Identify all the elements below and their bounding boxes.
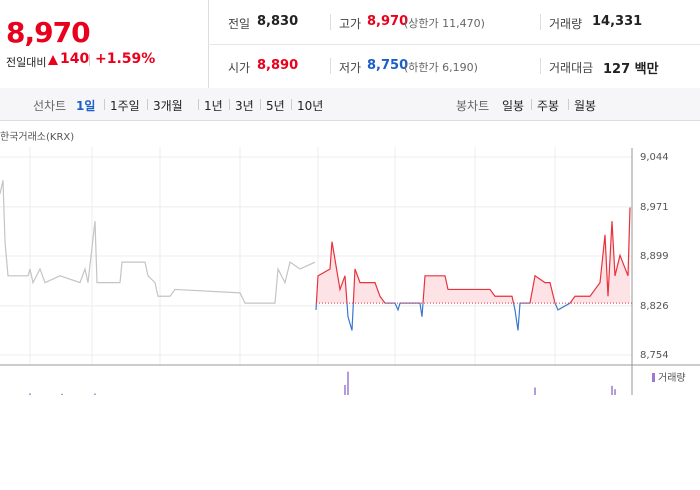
chart: 한국거래소(KRX) 8,754 8,826 8,899 8,971 9,044 거래량	[0, 131, 700, 395]
stat-value: 127 백만	[603, 62, 659, 77]
stat-note: (하한가 6,190)	[404, 61, 478, 74]
tab[interactable]: 3개월	[153, 99, 183, 113]
divider	[330, 14, 331, 30]
tab-bar: 선차트 1일 1주일 3개월 1년 3년 5년 10년 봉차트 일봉 주봉 월봉	[0, 88, 700, 121]
volume-bar	[344, 385, 346, 395]
y-tick-label: 9,044	[640, 152, 669, 163]
tab[interactable]: 10년	[297, 99, 324, 113]
divider	[540, 58, 541, 74]
tab[interactable]: 1주일	[110, 99, 140, 113]
tab-divider	[147, 99, 148, 110]
up-arrow	[48, 55, 58, 65]
stat-label: 거래대금	[549, 61, 594, 75]
volume-bar	[347, 371, 349, 395]
source: 한국거래소(KRX)	[0, 131, 74, 143]
price-line	[0, 180, 316, 304]
stat-label: 저가	[339, 61, 362, 75]
change-rate: +1.59%	[95, 51, 156, 67]
volume-bar	[29, 393, 31, 395]
change-label: 전일대비	[6, 56, 47, 69]
divider	[208, 44, 700, 45]
change: 140	[60, 51, 90, 67]
stat-label: 시가	[228, 61, 251, 75]
tab-divider	[260, 99, 261, 110]
divider	[330, 58, 331, 74]
tab[interactable]: 5년	[266, 99, 285, 113]
divider	[89, 54, 90, 66]
area-fill	[316, 207, 630, 304]
stat-value: 8,890	[257, 58, 299, 73]
tab-divider	[229, 99, 230, 110]
stat-value: 8,830	[257, 14, 299, 29]
stat-label: 거래량	[549, 17, 583, 31]
tab[interactable]: 주봉	[537, 99, 560, 113]
y-tick-label: 8,899	[640, 251, 669, 262]
tab-divider	[198, 99, 199, 110]
volume-bar	[614, 389, 616, 395]
tab[interactable]: 월봉	[574, 99, 597, 113]
stat-value: 8,970	[367, 14, 409, 29]
tab-divider	[568, 99, 569, 110]
stat-label: 전일	[228, 17, 251, 31]
y-tick-label: 8,826	[640, 301, 669, 312]
stat-label: 고가	[339, 17, 362, 31]
tab-divider	[531, 99, 532, 110]
tab[interactable]: 3년	[235, 99, 254, 113]
legend-swatch	[652, 373, 655, 382]
price: 8,970	[6, 16, 91, 49]
legend-label: 거래량	[658, 372, 686, 384]
stat-note: (상한가 11,470)	[404, 17, 485, 30]
tab[interactable]: 일봉	[502, 99, 525, 113]
tab-divider	[104, 99, 105, 110]
quote-panel: 8,970 전일대비 140 +1.59% 전일 8,830 고가 8,970 …	[0, 0, 700, 89]
y-tick-label: 8,754	[640, 350, 669, 361]
tab-group-label: 선차트	[33, 99, 67, 113]
volume-bar	[94, 393, 96, 395]
price-line-up	[315, 207, 631, 304]
volume-bar	[611, 385, 613, 395]
stat-value: 14,331	[592, 14, 643, 29]
price-line-down	[315, 303, 571, 331]
tab[interactable]: 1일	[76, 99, 96, 113]
tab[interactable]: 1년	[204, 99, 223, 113]
volume-bar	[534, 387, 536, 395]
y-tick-label: 8,971	[640, 202, 669, 213]
tab-divider	[291, 99, 292, 110]
tab-group-label: 봉차트	[456, 99, 490, 113]
stat-value: 8,750	[367, 58, 409, 73]
volume-bar	[61, 393, 63, 395]
divider	[540, 14, 541, 30]
